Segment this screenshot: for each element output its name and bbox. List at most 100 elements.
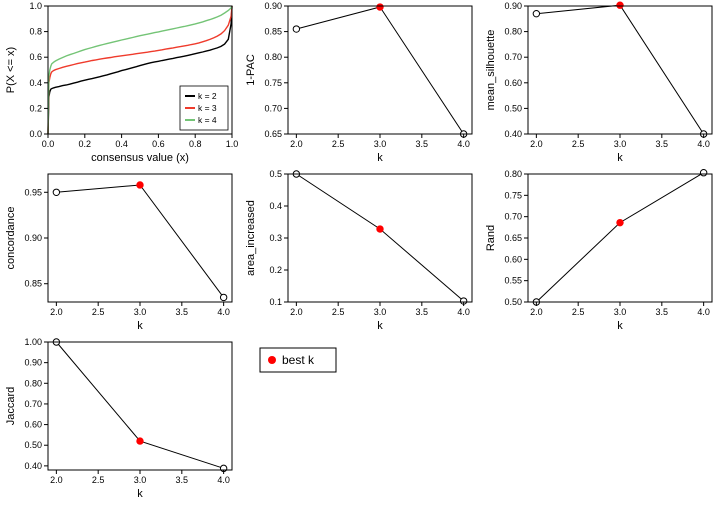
svg-text:4.0: 4.0 [697, 307, 710, 317]
svg-text:0.90: 0.90 [24, 233, 42, 243]
svg-text:3.0: 3.0 [134, 307, 147, 317]
metric-panel-area_increased [293, 171, 467, 304]
svg-text:3.5: 3.5 [416, 307, 429, 317]
svg-text:3.0: 3.0 [374, 307, 387, 317]
y-axis-label: Jaccard [5, 387, 17, 426]
metric-line [56, 342, 223, 468]
x-axis-label: k [617, 320, 623, 332]
svg-text:0.0: 0.0 [42, 139, 55, 149]
svg-text:0.50: 0.50 [504, 297, 522, 307]
svg-text:2.5: 2.5 [332, 139, 345, 149]
k-marker [220, 294, 226, 300]
metric-line [296, 7, 463, 134]
svg-text:0.1: 0.1 [269, 297, 282, 307]
best-k-marker [617, 219, 623, 225]
metric-panel-concordance [53, 182, 227, 301]
svg-text:2.5: 2.5 [572, 307, 585, 317]
metric-line [536, 5, 703, 134]
metric-panel-Jaccard [53, 339, 227, 472]
x-axis-label: consensus value (x) [91, 152, 189, 164]
k-marker [700, 170, 706, 176]
x-axis-label: k [377, 152, 383, 164]
bestk-legend-dot [268, 356, 276, 364]
svg-text:0.90: 0.90 [504, 1, 522, 11]
svg-text:0.60: 0.60 [24, 420, 42, 430]
svg-text:0.4: 0.4 [115, 139, 128, 149]
svg-text:0.50: 0.50 [24, 440, 42, 450]
svg-text:2.5: 2.5 [572, 139, 585, 149]
svg-text:0.55: 0.55 [504, 276, 522, 286]
x-axis-label: k [137, 320, 143, 332]
metric-line [536, 173, 703, 302]
svg-text:1.0: 1.0 [29, 1, 42, 11]
svg-text:3.5: 3.5 [416, 139, 429, 149]
best-k-marker [137, 182, 143, 188]
svg-text:2.0: 2.0 [290, 307, 303, 317]
y-axis-label: 1-PAC [245, 54, 257, 86]
svg-text:0.2: 0.2 [269, 265, 282, 275]
y-axis-label: area_increased [245, 200, 257, 276]
bestk-legend: best k [260, 348, 336, 372]
svg-text:0.80: 0.80 [504, 27, 522, 37]
metric-panel-mean_silhouette [533, 2, 707, 137]
svg-text:4.0: 4.0 [697, 139, 710, 149]
best-k-marker [617, 2, 623, 8]
svg-text:0.85: 0.85 [264, 27, 282, 37]
cdf-legend-label: k = 4 [198, 115, 217, 125]
svg-text:0.65: 0.65 [264, 129, 282, 139]
svg-text:0.80: 0.80 [24, 378, 42, 388]
svg-text:0.70: 0.70 [504, 52, 522, 62]
metric-line [56, 185, 223, 297]
svg-text:0.70: 0.70 [504, 212, 522, 222]
svg-text:0.75: 0.75 [264, 78, 282, 88]
svg-text:0.40: 0.40 [24, 461, 42, 471]
svg-text:0.4: 0.4 [29, 78, 42, 88]
svg-text:2.5: 2.5 [332, 307, 345, 317]
y-axis-label: Rand [485, 225, 497, 251]
cdf-panel: k = 2k = 3k = 4 [48, 6, 232, 134]
svg-text:2.0: 2.0 [50, 475, 63, 485]
y-axis-label: concordance [5, 207, 17, 270]
svg-text:3.5: 3.5 [176, 307, 189, 317]
figure-grid: k = 2k = 3k = 40.00.20.40.60.81.00.00.20… [0, 0, 720, 504]
svg-text:0.0: 0.0 [29, 129, 42, 139]
svg-text:2.0: 2.0 [50, 307, 63, 317]
svg-text:0.40: 0.40 [504, 129, 522, 139]
svg-text:2.0: 2.0 [530, 139, 543, 149]
svg-text:0.85: 0.85 [24, 279, 42, 289]
svg-text:0.2: 0.2 [29, 103, 42, 113]
svg-text:2.0: 2.0 [530, 307, 543, 317]
svg-text:0.5: 0.5 [269, 169, 282, 179]
x-axis-label: k [377, 320, 383, 332]
svg-text:0.90: 0.90 [264, 1, 282, 11]
bestk-legend-label: best k [282, 353, 315, 367]
y-axis-label: mean_silhouette [485, 30, 497, 111]
svg-text:0.65: 0.65 [504, 233, 522, 243]
metric-line [296, 174, 463, 301]
svg-text:2.0: 2.0 [290, 139, 303, 149]
svg-text:1.0: 1.0 [226, 139, 239, 149]
svg-text:0.80: 0.80 [504, 169, 522, 179]
svg-text:0.6: 0.6 [152, 139, 165, 149]
svg-text:3.0: 3.0 [134, 475, 147, 485]
svg-text:4.0: 4.0 [217, 307, 230, 317]
svg-text:0.80: 0.80 [264, 52, 282, 62]
metric-panel-Rand [533, 170, 707, 306]
svg-text:3.5: 3.5 [656, 307, 669, 317]
svg-text:0.70: 0.70 [264, 103, 282, 113]
best-k-marker [377, 4, 383, 10]
best-k-marker [137, 438, 143, 444]
best-k-marker [377, 226, 383, 232]
svg-text:4.0: 4.0 [457, 307, 470, 317]
svg-text:3.5: 3.5 [176, 475, 189, 485]
svg-text:0.75: 0.75 [504, 190, 522, 200]
svg-text:0.60: 0.60 [504, 78, 522, 88]
svg-text:3.5: 3.5 [656, 139, 669, 149]
svg-text:3.0: 3.0 [374, 139, 387, 149]
svg-text:2.5: 2.5 [92, 307, 105, 317]
k-marker [533, 10, 539, 16]
svg-text:0.50: 0.50 [504, 103, 522, 113]
svg-text:0.60: 0.60 [504, 254, 522, 264]
svg-text:3.0: 3.0 [614, 307, 627, 317]
svg-text:0.6: 0.6 [29, 52, 42, 62]
